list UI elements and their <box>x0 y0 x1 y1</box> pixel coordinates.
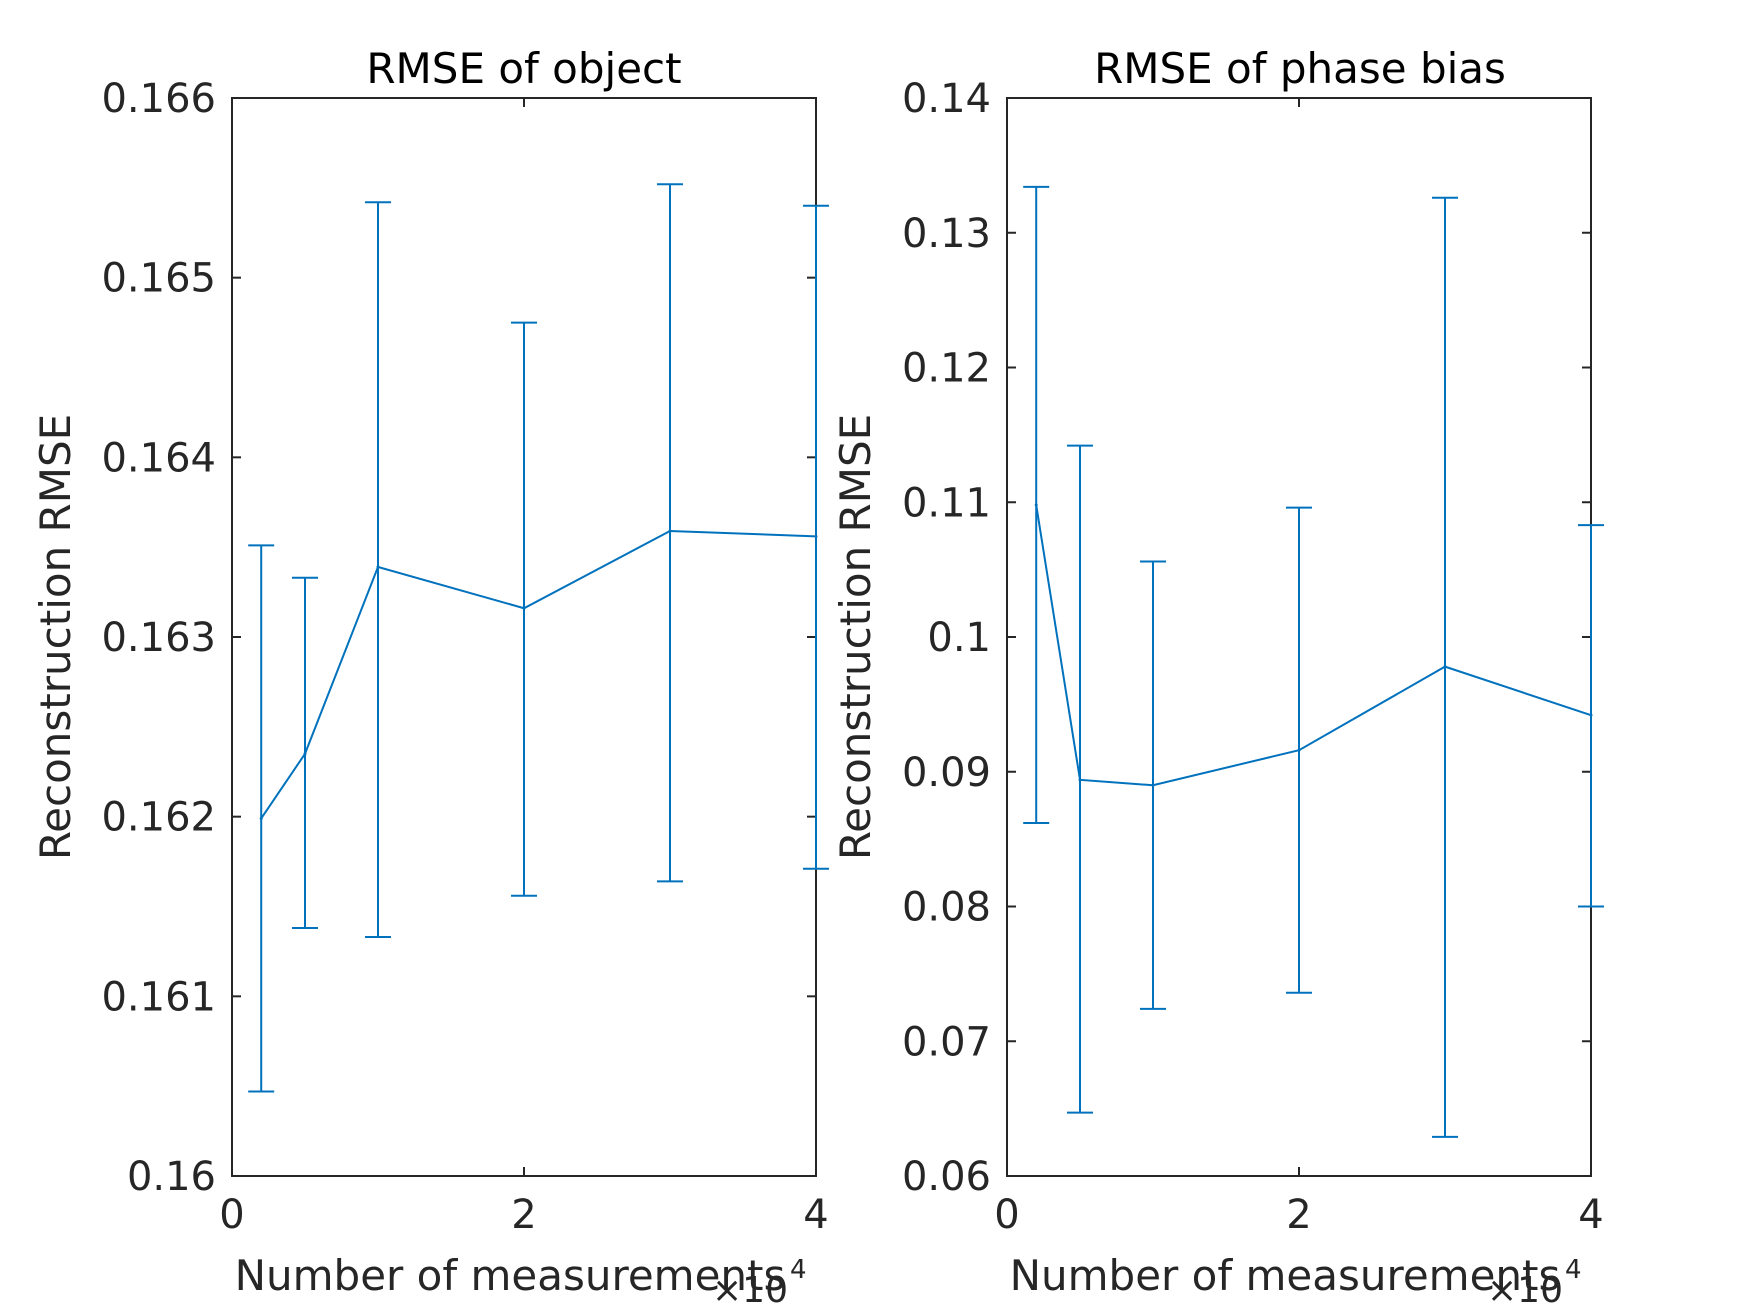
data-point <box>303 752 307 756</box>
y-tick-label: 0.06 <box>902 1154 991 1200</box>
x-axis-label: Number of measurements <box>1010 1251 1561 1300</box>
y-tick-label: 0.162 <box>101 795 216 841</box>
y-tick-label: 0.12 <box>902 346 991 392</box>
x-tick-labels: 0 2 4 <box>994 1192 1603 1238</box>
y-tick-label: 0.165 <box>101 256 216 302</box>
x-multiplier-base: ×10 <box>1487 1270 1563 1311</box>
data-point <box>1151 783 1155 787</box>
x-multiplier: ×10 <box>1487 1270 1563 1311</box>
data-point <box>1589 713 1593 717</box>
tick-marks <box>231 97 817 1177</box>
data-point <box>259 816 263 820</box>
x-tick-labels: 0 2 4 <box>219 1192 828 1238</box>
y-axis-label: Reconstruction RMSE <box>831 414 880 860</box>
data-point <box>522 606 526 610</box>
data-point <box>668 529 672 533</box>
x-multiplier-base: ×10 <box>712 1270 788 1311</box>
chart-title: RMSE of phase bias <box>1094 44 1506 93</box>
x-multiplier-exponent: 4 <box>790 1255 807 1285</box>
data-series <box>248 183 829 1093</box>
data-point <box>1443 665 1447 669</box>
x-multiplier: ×10 <box>712 1270 788 1311</box>
x-axis-label: Number of measurements <box>235 1251 786 1300</box>
y-tick-label: 0.08 <box>902 885 991 931</box>
y-tick-labels: 0.06 0.07 0.08 0.09 0.1 0.11 0.12 0.13 0.14 <box>902 76 991 1200</box>
series-line <box>260 529 817 820</box>
data-point <box>1297 748 1301 752</box>
x-tick-label: 0 <box>994 1192 1019 1238</box>
data-point <box>1034 503 1038 507</box>
y-tick-label: 0.13 <box>902 211 991 257</box>
y-tick-label: 0.14 <box>902 76 991 122</box>
chart-title: RMSE of object <box>366 44 681 93</box>
y-tick-label: 0.09 <box>902 750 991 796</box>
y-tick-label: 0.07 <box>902 1019 991 1065</box>
data-series <box>1023 185 1604 1138</box>
series-line <box>1035 504 1592 787</box>
chart-panel-object: 0.16 0.161 0.162 0.163 0.164 0.165 0.166 0 2 4 R… <box>31 44 829 1311</box>
y-tick-label: 0.16 <box>127 1154 216 1200</box>
data-point <box>376 565 380 569</box>
y-tick-label: 0.164 <box>101 435 216 481</box>
y-tick-label: 0.11 <box>902 480 991 526</box>
data-point <box>1078 778 1082 782</box>
x-multiplier-exponent: 4 <box>1565 1255 1582 1285</box>
x-tick-label: 2 <box>511 1192 536 1238</box>
y-tick-label: 0.161 <box>101 974 216 1020</box>
x-tick-label: 4 <box>803 1192 828 1238</box>
y-tick-label: 0.163 <box>101 615 216 661</box>
x-tick-label: 0 <box>219 1192 244 1238</box>
data-point <box>814 534 818 538</box>
y-axis-label: Reconstruction RMSE <box>31 414 80 860</box>
tick-marks <box>1006 97 1592 1177</box>
x-tick-label: 4 <box>1578 1192 1603 1238</box>
y-tick-labels: 0.16 0.161 0.162 0.163 0.164 0.165 0.166 <box>101 76 216 1200</box>
x-tick-label: 2 <box>1286 1192 1311 1238</box>
y-tick-label: 0.166 <box>101 76 216 122</box>
y-tick-label: 0.1 <box>927 615 991 661</box>
